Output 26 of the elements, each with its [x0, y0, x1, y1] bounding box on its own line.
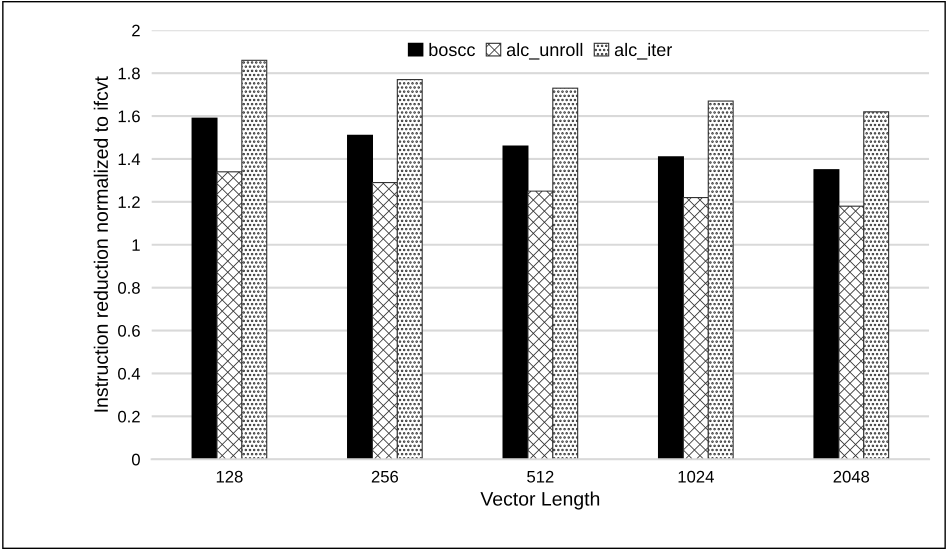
y-axis-title: Instruction reduction normalized to ifcvt: [94, 76, 108, 412]
bar: [502, 146, 528, 460]
bar: [347, 134, 374, 460]
x-tick-label: 1024: [678, 470, 714, 483]
x-tick-label: 128: [216, 470, 243, 483]
y-tick-label: 0.8: [118, 282, 140, 294]
y-tick-label: 1: [132, 239, 140, 251]
y-tick-label: 0: [132, 454, 140, 466]
y-tick-label: 2: [132, 24, 140, 36]
bar: [658, 156, 684, 460]
x-tick-label: 2048: [834, 470, 870, 483]
y-tick-label: 1.2: [118, 196, 140, 208]
legend-label: boscc: [429, 42, 475, 56]
x-axis-title: Vector Length: [480, 491, 600, 510]
y-tick-label: 1.8: [118, 68, 140, 80]
y-tick-label: 1.6: [118, 110, 140, 122]
x-tick-label: 512: [527, 470, 554, 483]
y-tick-label: 0.6: [118, 324, 140, 337]
y-tick-label: 1.4: [118, 154, 140, 165]
bar: [813, 169, 840, 460]
legend-label: alc_unroll: [506, 42, 582, 60]
y-tick-label: 0.4: [118, 368, 140, 380]
y-tick-label: 0.2: [118, 410, 140, 423]
x-tick-label: 256: [372, 470, 398, 483]
bar: [192, 118, 218, 460]
legend-label: alc_iter: [614, 42, 672, 60]
